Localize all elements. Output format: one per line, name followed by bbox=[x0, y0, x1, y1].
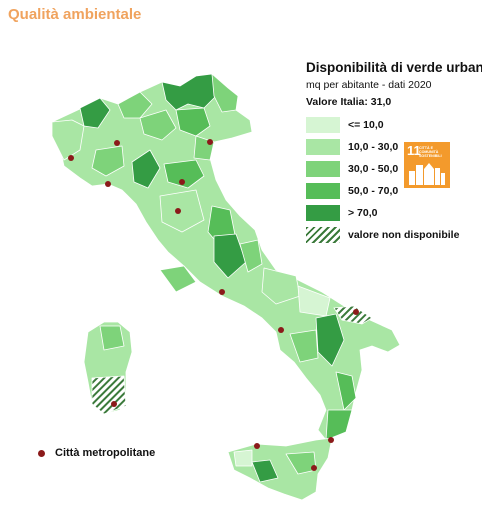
region-dark bbox=[213, 233, 247, 279]
region-dark bbox=[131, 149, 161, 189]
metro-city-marker bbox=[111, 401, 117, 407]
metro-city-markers bbox=[68, 139, 359, 471]
metro-city-marker bbox=[328, 437, 334, 443]
region-light bbox=[261, 267, 301, 305]
metro-legend: Città metropolitane bbox=[38, 447, 155, 459]
region-mid bbox=[289, 329, 319, 363]
national-value: Valore Italia: 31,0 bbox=[306, 96, 392, 108]
metro-city-marker bbox=[311, 465, 317, 471]
legend-swatch bbox=[306, 183, 340, 199]
legend-swatch bbox=[306, 139, 340, 155]
legend-label: 50,0 - 70,0 bbox=[348, 185, 399, 197]
metro-city-marker bbox=[207, 139, 213, 145]
region-mid bbox=[91, 145, 125, 177]
metro-city-marker bbox=[254, 443, 260, 449]
region-light bbox=[51, 119, 85, 161]
metro-city-marker bbox=[278, 327, 284, 333]
legend-item: 10,0 - 30,0 bbox=[306, 136, 476, 158]
legend-item: > 70,0 bbox=[306, 202, 476, 224]
legend-label: valore non disponibile bbox=[348, 229, 460, 241]
legend-item: 50,0 - 70,0 bbox=[306, 180, 476, 202]
metro-city-marker bbox=[105, 181, 111, 187]
region-light bbox=[159, 189, 205, 233]
metro-city-marker bbox=[175, 208, 181, 214]
legend-label: 30,0 - 50,0 bbox=[348, 163, 399, 175]
legend-item: <= 10,0 bbox=[306, 114, 476, 136]
region-darkish bbox=[163, 159, 205, 189]
legend-label: <= 10,0 bbox=[348, 119, 384, 131]
legend-item: valore non disponibile bbox=[306, 224, 476, 246]
region-mid bbox=[239, 239, 263, 273]
metro-legend-label: Città metropolitane bbox=[55, 447, 156, 459]
section-title: Qualità ambientale bbox=[8, 6, 142, 23]
metro-city-marker-icon bbox=[38, 449, 45, 457]
region-light bbox=[233, 449, 253, 467]
metro-city-marker bbox=[114, 140, 120, 146]
region-dark bbox=[315, 313, 345, 367]
region-mid bbox=[99, 325, 125, 351]
metro-city-marker bbox=[353, 309, 359, 315]
region-no-data bbox=[333, 305, 373, 325]
region-darkish bbox=[325, 409, 353, 441]
region-mid bbox=[159, 265, 197, 293]
region-mid bbox=[139, 109, 177, 141]
legend-swatch bbox=[306, 205, 340, 221]
region-dark bbox=[79, 97, 111, 129]
sdg-11-badge: 11 CITTÀ E COMUNITÀ SOSTENIBILI bbox=[404, 142, 450, 188]
metro-city-marker bbox=[68, 155, 74, 161]
legend-label: > 70,0 bbox=[348, 207, 378, 219]
legend-label: 10,0 - 30,0 bbox=[348, 141, 399, 153]
legend-swatch bbox=[306, 117, 340, 133]
metro-city-marker bbox=[219, 289, 225, 295]
sdg-text: CITTÀ E COMUNITÀ SOSTENIBILI bbox=[419, 146, 442, 158]
region-mid bbox=[211, 73, 239, 113]
region-mid bbox=[117, 91, 153, 119]
legend-title: Disponibilità di verde urbano bbox=[306, 60, 482, 75]
metro-city-marker bbox=[179, 179, 185, 185]
legend-subtitle: mq per abitante - dati 2020 bbox=[306, 79, 432, 91]
region-no-data bbox=[91, 375, 127, 415]
legend-swatch bbox=[306, 161, 340, 177]
region-dark bbox=[251, 459, 279, 483]
region-dark bbox=[161, 73, 217, 111]
legend: Disponibilità di verde urbano mq per abi… bbox=[306, 60, 482, 246]
city-buildings-icon bbox=[409, 163, 445, 185]
legend-swatch-hatch bbox=[306, 227, 340, 243]
region-darkish bbox=[335, 371, 357, 411]
region-darkish bbox=[175, 107, 211, 137]
legend-item: 30,0 - 50,0 bbox=[306, 158, 476, 180]
sdg-number: 11 bbox=[407, 143, 421, 158]
